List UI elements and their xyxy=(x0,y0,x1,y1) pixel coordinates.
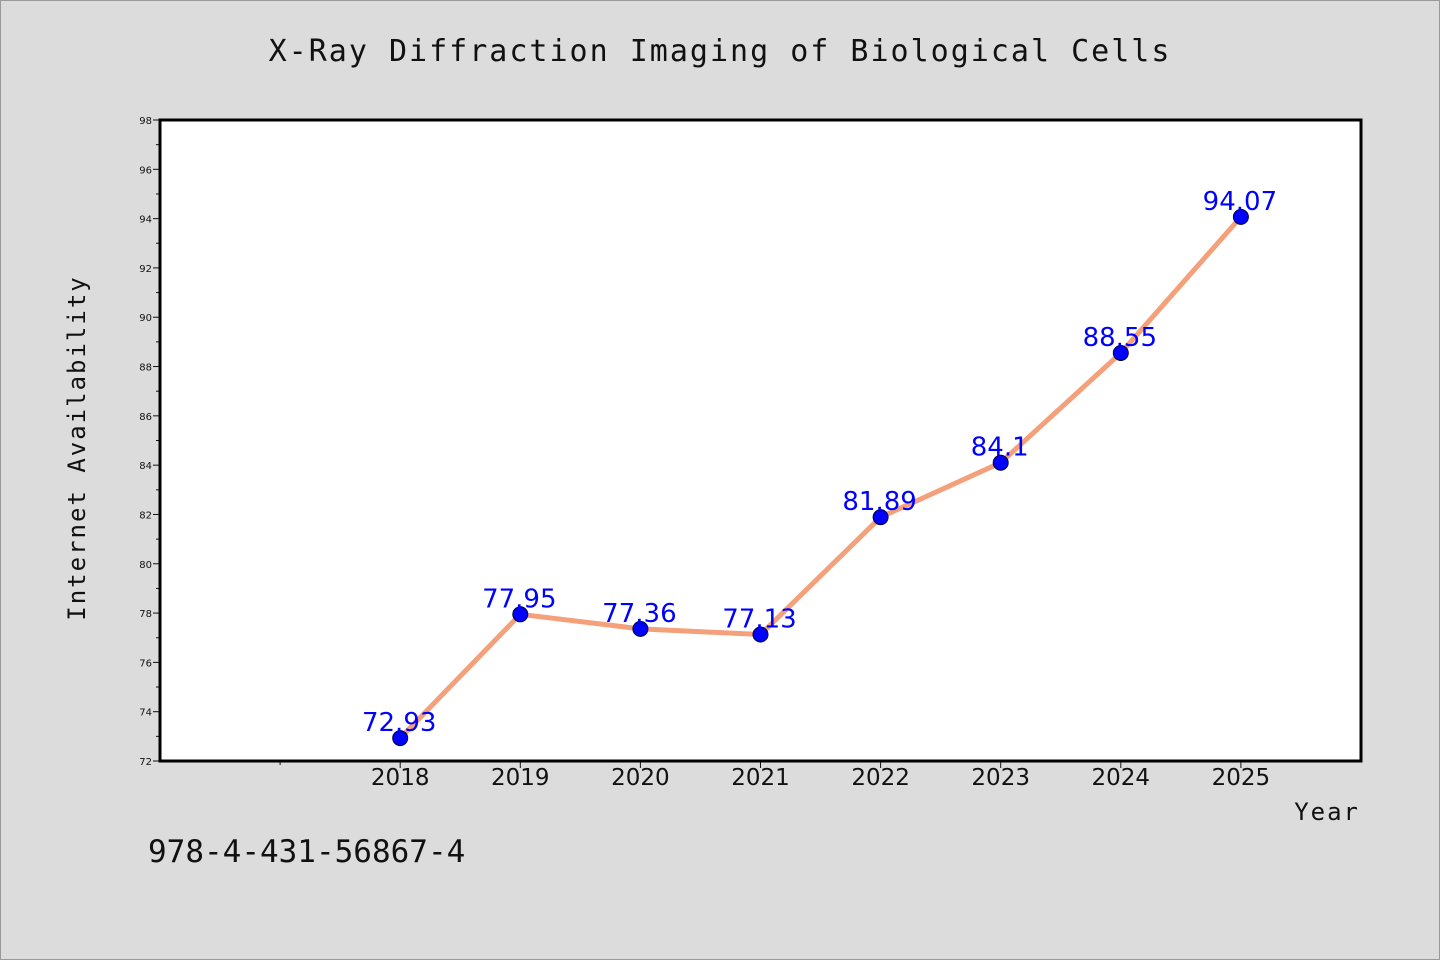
x-tick-label: 2023 xyxy=(971,765,1030,791)
series-line xyxy=(397,214,1244,741)
data-label: 72.93 xyxy=(362,708,436,738)
data-label: 88.55 xyxy=(1083,323,1157,353)
x-tick-label: 2021 xyxy=(731,765,790,791)
data-point xyxy=(872,509,889,526)
y-tick-label: 76 xyxy=(139,658,152,669)
data-label: 84.1 xyxy=(971,433,1029,463)
data-point xyxy=(512,606,529,623)
isbn-text: 978-4-431-56867-4 xyxy=(148,834,466,870)
y-tick-label: 74 xyxy=(139,708,152,719)
data-point xyxy=(1112,344,1129,361)
data-point xyxy=(392,730,409,747)
y-tick-label: 82 xyxy=(139,510,152,521)
data-point xyxy=(1232,208,1249,225)
data-label: 94.07 xyxy=(1203,187,1277,217)
x-tick-label: 2019 xyxy=(491,765,550,791)
data-label: 77.13 xyxy=(722,605,796,635)
y-tick-label: 80 xyxy=(139,560,152,571)
x-tick-label: 2022 xyxy=(851,765,910,791)
y-tick-label: 78 xyxy=(139,609,152,620)
data-point xyxy=(992,454,1009,471)
y-axis-title: Internet Availability xyxy=(63,275,91,620)
x-tick-label: 2018 xyxy=(371,765,430,791)
x-tick-label: 2025 xyxy=(1212,765,1271,791)
data-point xyxy=(752,626,769,643)
data-point xyxy=(632,620,649,637)
y-tick-label: 98 xyxy=(139,116,152,127)
y-tick-label: 92 xyxy=(139,264,152,275)
x-tick-label: 2024 xyxy=(1092,765,1151,791)
x-tick-label: 2020 xyxy=(611,765,670,791)
plot-border xyxy=(158,118,1363,763)
x-axis-title: Year xyxy=(1294,798,1360,826)
y-tick-label: 72 xyxy=(139,757,152,768)
y-tick-label: 88 xyxy=(139,363,152,374)
data-label: 81.89 xyxy=(842,487,916,517)
y-tick-label: 84 xyxy=(139,461,152,472)
y-tick-label: 90 xyxy=(139,313,152,324)
plot-background xyxy=(160,120,1361,761)
plot-area: 72 74 76 78 80 82 84 86 88 90 92 94 96 98 2018 2019 2020… xyxy=(139,116,1363,791)
y-tick-label: 94 xyxy=(139,215,152,226)
data-label: 77.36 xyxy=(602,599,676,629)
y-tick-label: 86 xyxy=(139,412,152,423)
y-tick-label: 96 xyxy=(139,165,152,176)
data-label: 77.95 xyxy=(482,584,556,614)
chart-title: X-Ray Diffraction Imaging of Biological … xyxy=(268,34,1172,69)
